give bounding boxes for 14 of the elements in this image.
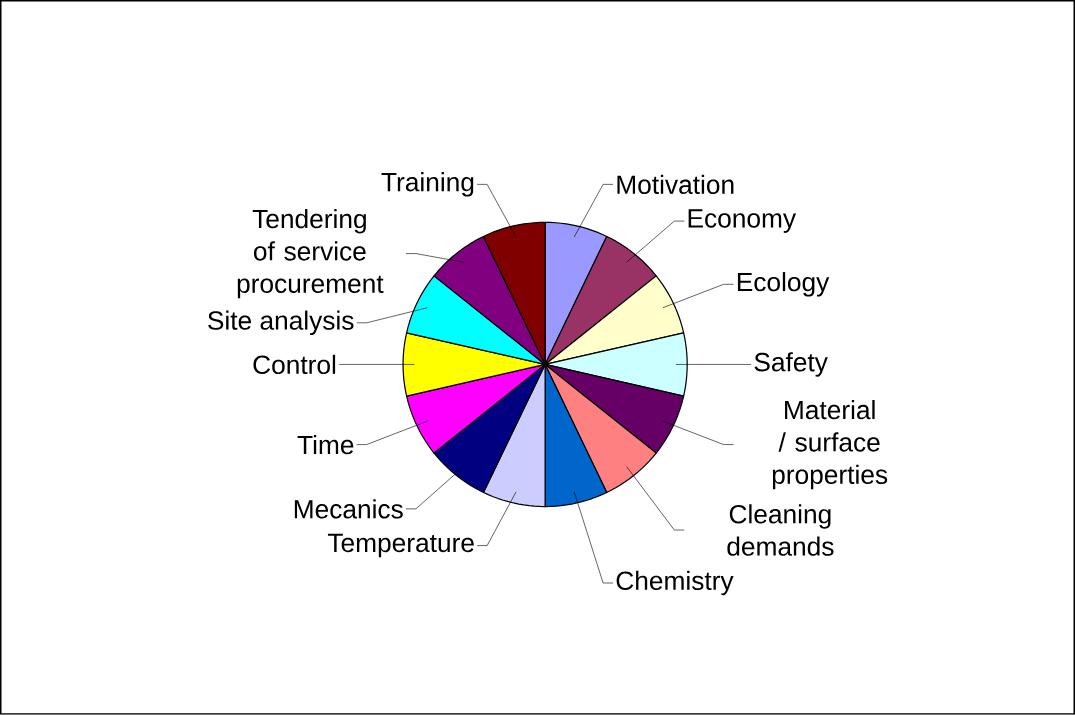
slice-label: Ecology [737, 272, 830, 297]
slice-label: Temperature [327, 533, 474, 558]
slice-label: Tendering of service procurement [237, 209, 384, 299]
slice-label: Economy [688, 209, 797, 234]
slice-label: Control [253, 354, 336, 375]
legend-label: Material / surface properties [772, 400, 888, 490]
slice-label: Cleaning demands [727, 504, 834, 557]
slice-label: Training [381, 172, 474, 197]
slice-label: Time [297, 435, 354, 455]
slice-label: Site analysis [208, 310, 354, 336]
slice-label: Mecanics [294, 499, 403, 519]
slice-label: Motivation [617, 174, 734, 195]
slice-label: Safety [754, 352, 828, 377]
slice-label: Chemistry [616, 570, 734, 596]
